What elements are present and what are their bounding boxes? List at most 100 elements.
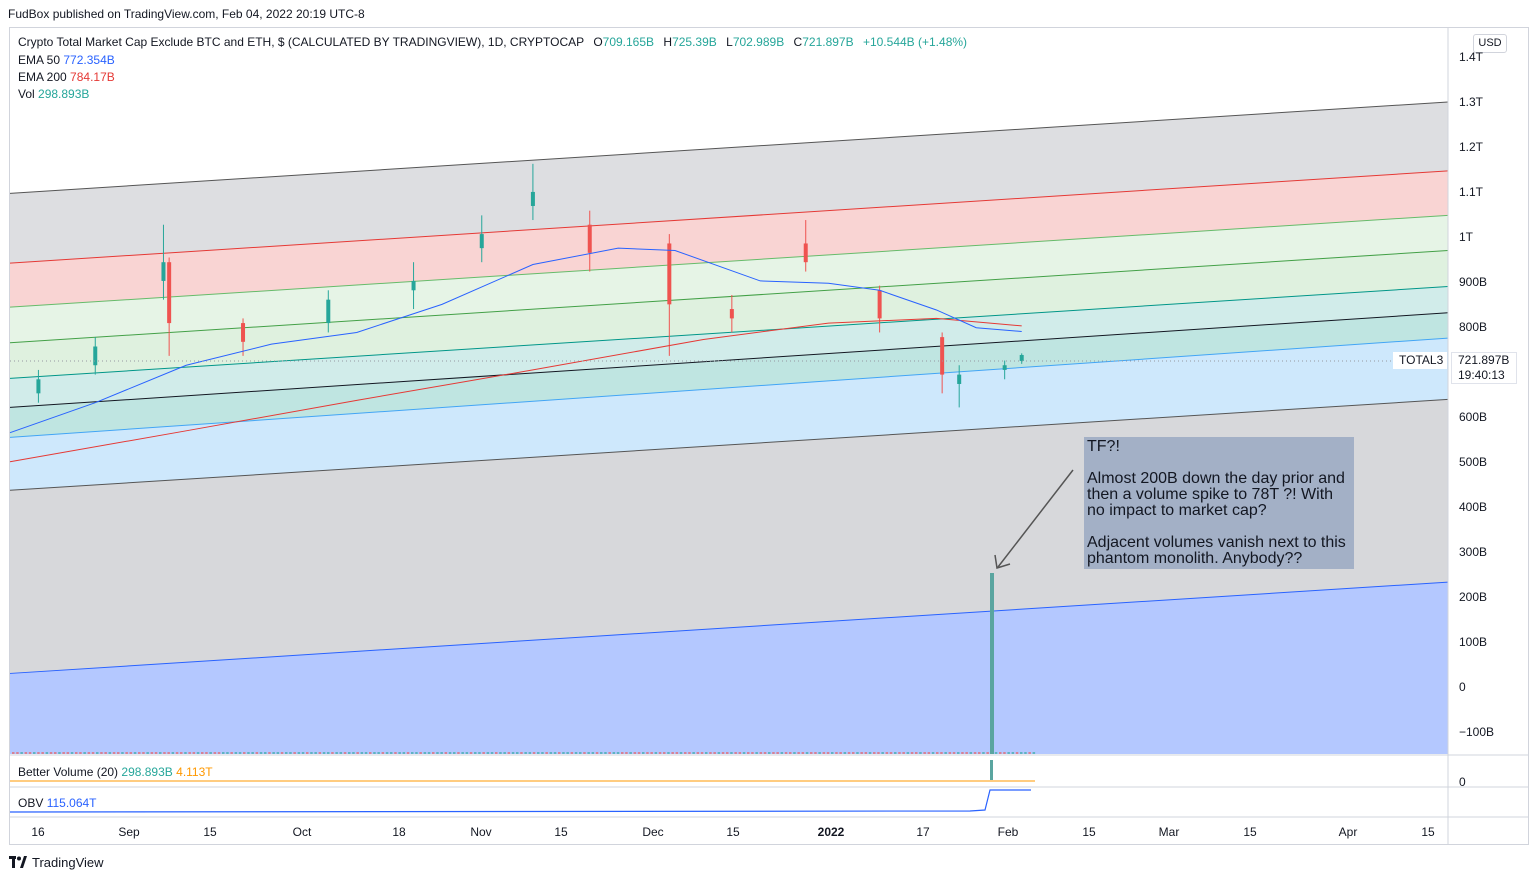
volume-bar (444, 752, 448, 754)
volume-bar (474, 752, 477, 754)
volume-bar (490, 752, 494, 754)
time-axis-label: 15 (726, 825, 740, 839)
volume-bar (167, 752, 170, 754)
volume-bar (978, 752, 981, 754)
price-axis-label: 0 (1459, 680, 1466, 694)
volume-bar (503, 752, 506, 754)
volume-bar (751, 752, 754, 754)
volume-bar (562, 752, 565, 754)
volume-bar (243, 752, 246, 754)
candle-body (729, 309, 734, 319)
ema200-label: EMA 200 (18, 70, 67, 84)
volume-bar (411, 752, 414, 754)
volume-bar (705, 752, 708, 754)
channel-band-fill (10, 170, 1448, 308)
volume-bar (175, 752, 179, 754)
volume-bar (62, 752, 65, 754)
volume-bar (759, 752, 763, 754)
volume-bar (511, 752, 515, 754)
regression-channel-fills (10, 102, 1448, 754)
candle-body (530, 191, 535, 206)
volume-bar (587, 752, 590, 754)
volume-bar (717, 752, 721, 754)
volume-bar (117, 752, 120, 754)
volume-bar (654, 752, 658, 754)
ema200-legend[interactable]: EMA 200 784.17B (18, 70, 115, 84)
currency-button[interactable]: USD (1473, 34, 1507, 53)
volume-bar (902, 752, 905, 754)
volume-bar (217, 752, 221, 754)
volume-bar (537, 752, 540, 754)
volume-bar (247, 752, 250, 754)
volume-bar (28, 752, 32, 754)
volume-bar (457, 752, 460, 754)
volume-bar (986, 752, 989, 754)
volume-bar (524, 752, 527, 754)
channel-band-line (9, 101, 1449, 194)
volume-bar (667, 752, 670, 754)
volume-bar (679, 752, 683, 754)
volume-bar (201, 752, 204, 754)
better-volume-legend[interactable]: Better Volume (20) 298.893B 4.113T (18, 765, 213, 779)
volume-bar (58, 752, 61, 754)
volume-bar (486, 752, 490, 754)
volume-bar (272, 752, 275, 754)
price-axis-label: 600B (1459, 410, 1488, 424)
volume-bar (835, 752, 838, 754)
volume-bar (129, 752, 133, 754)
volume-bar (579, 752, 582, 754)
volume-bar (276, 752, 280, 754)
volume-bar (776, 752, 779, 754)
volume-bar (541, 752, 544, 754)
volume-bar (171, 752, 175, 754)
volume-bar (390, 752, 393, 754)
volume-bar (394, 752, 397, 754)
volume-bar (96, 752, 99, 754)
volume-bar (33, 752, 36, 754)
volume-bar (100, 752, 103, 754)
volume-bar (314, 752, 317, 754)
time-axis-label: 15 (1243, 825, 1257, 839)
volume-bar (805, 752, 809, 754)
volume-bar (868, 752, 872, 754)
volume-bar (163, 752, 166, 754)
volume-bar (957, 752, 960, 754)
volume-bar (230, 752, 233, 754)
volume-bar (545, 752, 548, 754)
ema200-value: 784.17B (70, 70, 115, 84)
volume-bar (213, 752, 217, 754)
volume-legend[interactable]: Vol 298.893B (18, 87, 89, 101)
volume-bar (944, 752, 947, 754)
volume-bar (726, 752, 729, 754)
volume-bar (398, 752, 401, 754)
volume-bar (133, 752, 137, 754)
price-axis-label: −100B (1459, 725, 1495, 739)
regression-channel-lines (9, 101, 1449, 674)
volume-bar (83, 752, 86, 754)
low-value: 702.989B (732, 35, 785, 49)
ema50-line (9, 247, 1022, 434)
volume-bar (889, 752, 893, 754)
obv-label: OBV (18, 796, 44, 810)
volume-bar (612, 752, 616, 754)
volume-bar (301, 752, 305, 754)
volume-bar (721, 752, 725, 754)
volume-bar (234, 752, 238, 754)
volume-bar (558, 752, 561, 754)
volume-bar (138, 752, 141, 754)
obv-legend[interactable]: OBV 115.064T (18, 796, 97, 810)
annotation-note[interactable]: TF?! Almost 200B down the day prior and … (1084, 437, 1354, 569)
time-axis-label: 15 (203, 825, 217, 839)
volume-bar (310, 752, 313, 754)
price-axis-label: 900B (1459, 275, 1488, 289)
volume-bar (41, 752, 44, 754)
ema50-legend[interactable]: EMA 50 772.354B (18, 53, 115, 67)
volume-bar (688, 752, 691, 754)
footer[interactable]: TradingView (9, 855, 104, 870)
price-axis-label: 1.4T (1459, 50, 1484, 64)
high-value: 725.39B (672, 35, 717, 49)
volume-bar (621, 752, 624, 754)
volume-bar (45, 752, 49, 754)
volume-bar (604, 752, 607, 754)
volume-bar (251, 752, 254, 754)
